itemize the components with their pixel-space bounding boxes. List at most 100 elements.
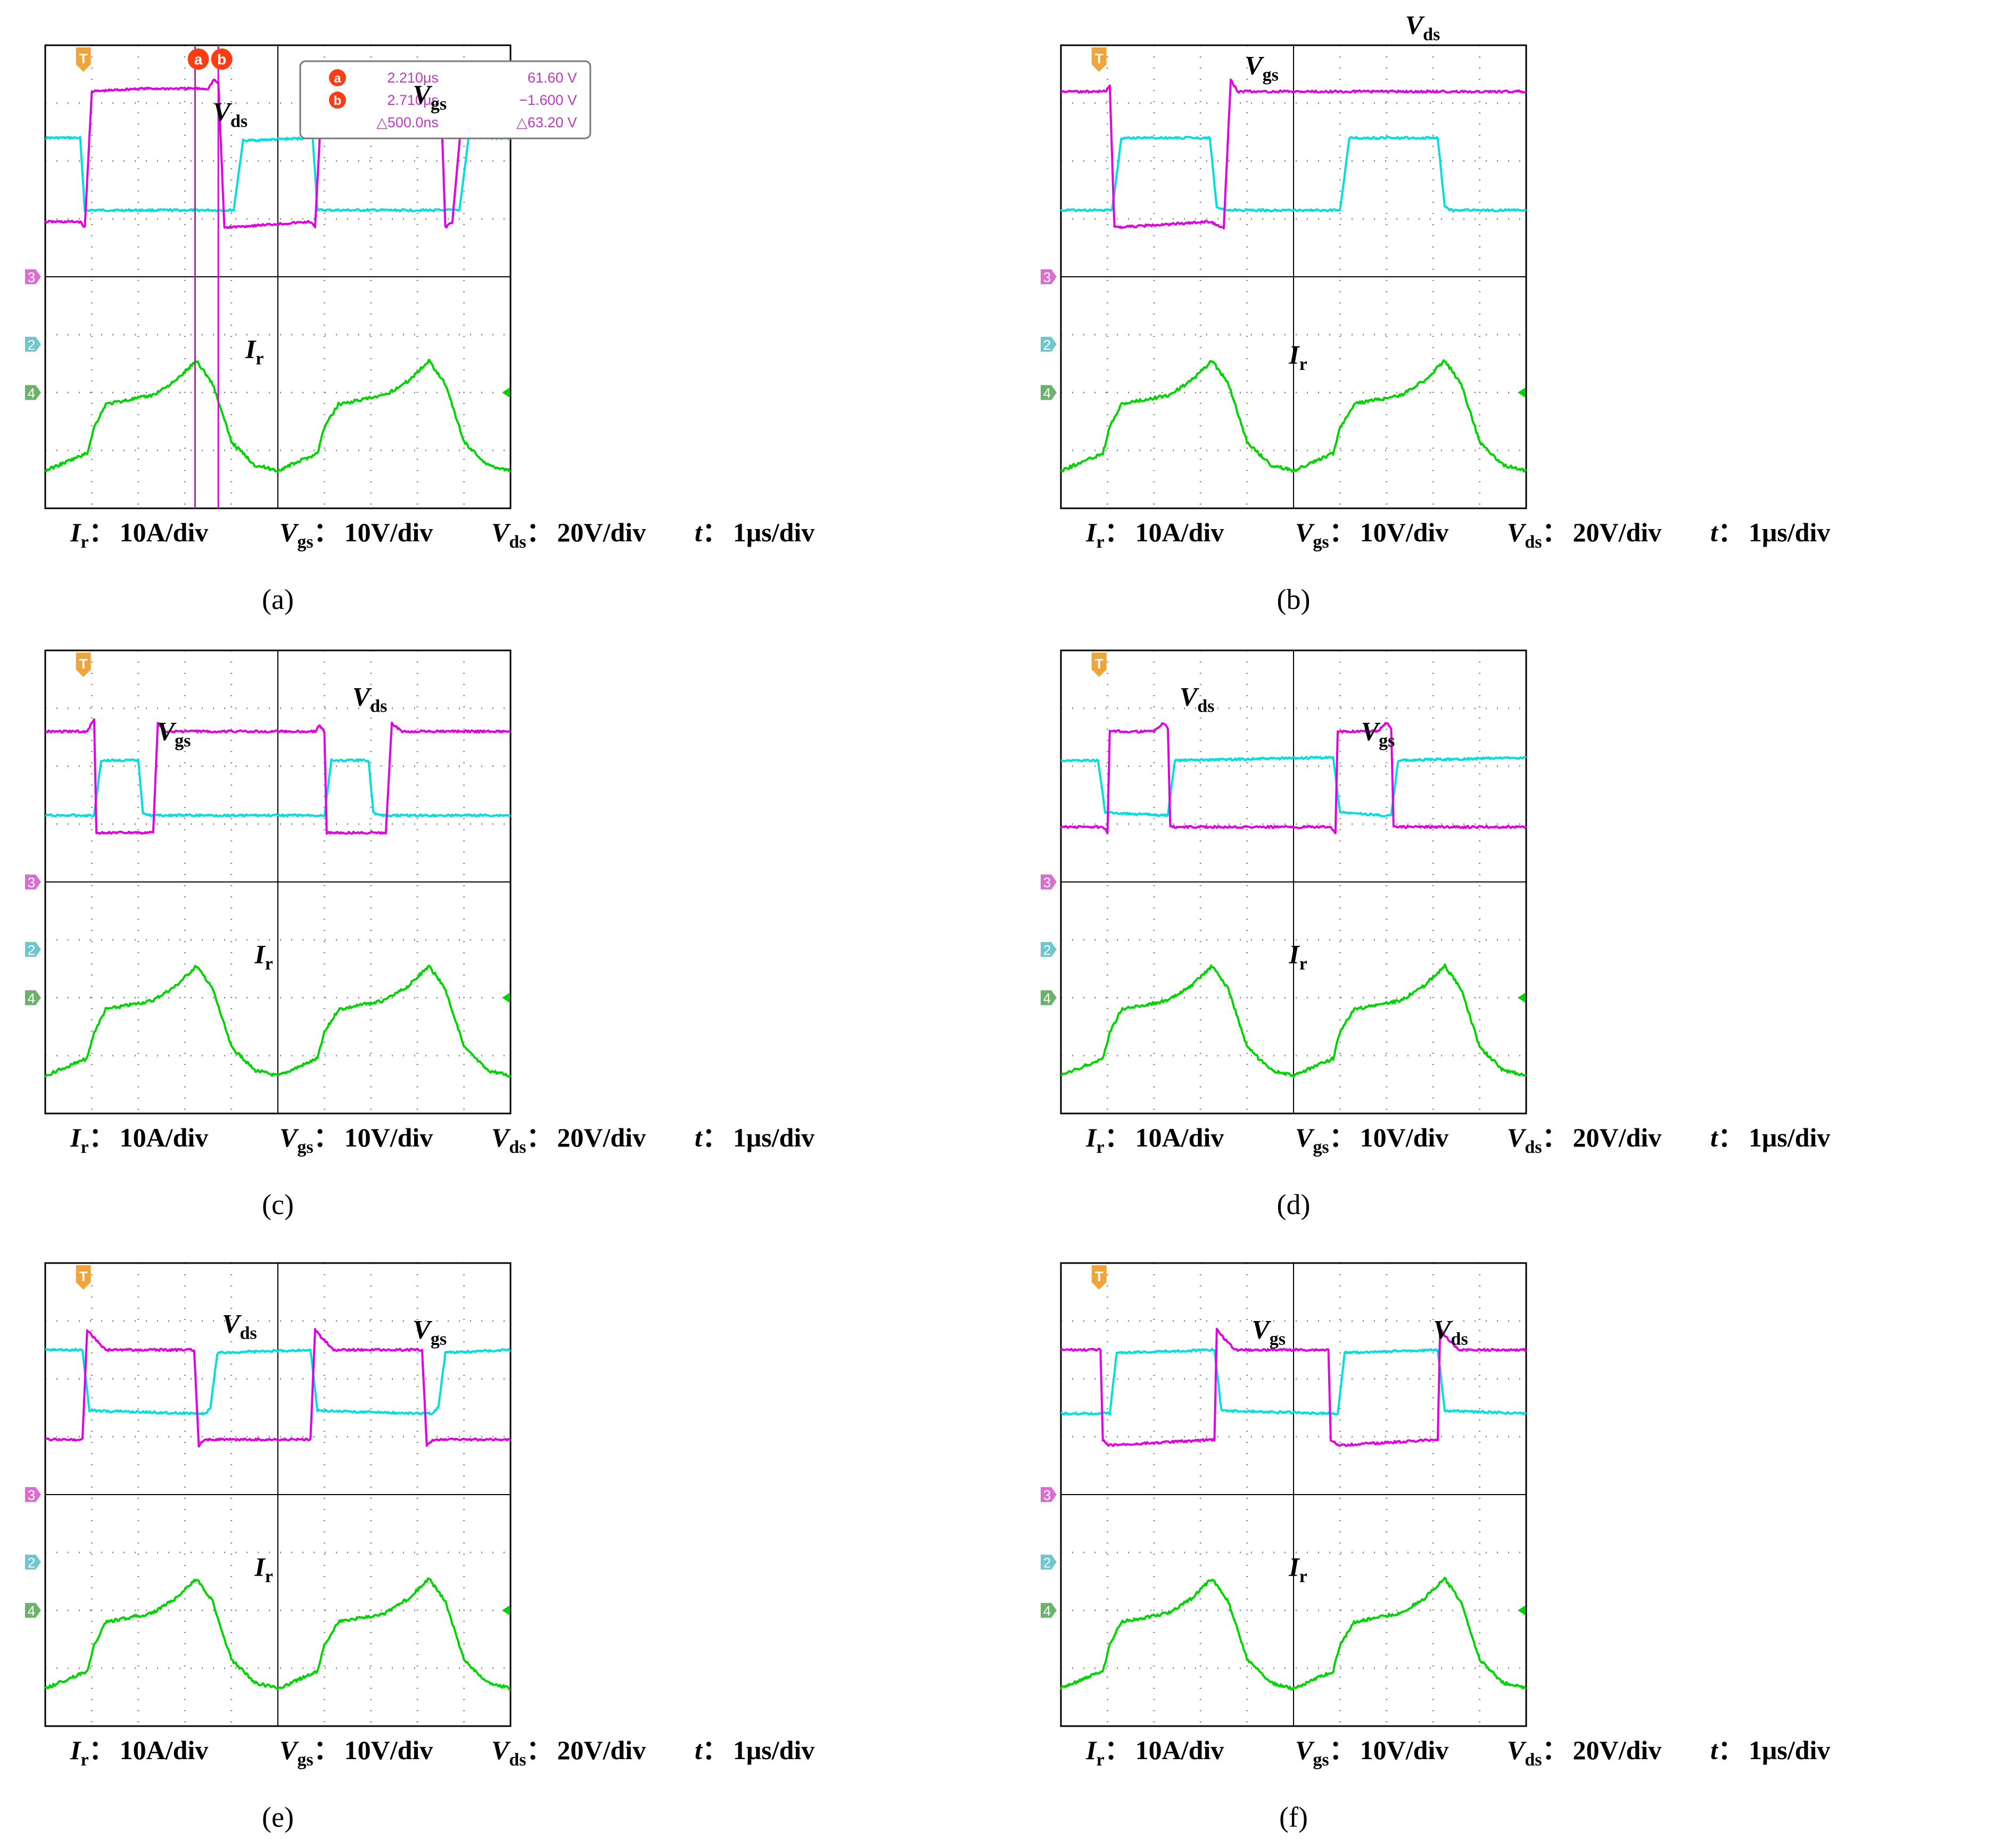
trace-label-symbol: V — [413, 79, 432, 109]
legend-vds-symbol: V — [1507, 1735, 1527, 1765]
trigger-marker: T — [76, 47, 91, 72]
channel-3-badge-text: 3 — [28, 874, 35, 890]
legend-ir: Ir： 10A/div — [1085, 1735, 1224, 1770]
legend-ir-colon: ： — [1105, 517, 1131, 547]
trigger-text: T — [1095, 1268, 1104, 1284]
legend-ir-symbol: I — [1085, 517, 1097, 547]
channel-4-badge: 4 — [1041, 990, 1057, 1006]
channel-4-badge: 4 — [1041, 385, 1057, 401]
legend-vgs-scale: 10V/div — [344, 1735, 433, 1765]
trace-label-vgs: Vgs — [413, 79, 447, 114]
channel-3-badge: 3 — [25, 1487, 41, 1503]
legend-ir-colon: ： — [89, 1735, 116, 1765]
trace-label-symbol: V — [1405, 10, 1425, 39]
cursor-marker-a[interactable] — [187, 48, 209, 70]
legend-vgs: Vgs： 10V/div — [279, 1735, 433, 1770]
trace-label-vgs: Vgs — [1361, 716, 1395, 751]
channel-4-badge: 4 — [25, 385, 41, 401]
legend-ir-symbol: I — [1085, 1735, 1097, 1765]
legend-vgs: Vgs： 10V/div — [1295, 517, 1448, 552]
readout-value: 61.60 V — [528, 70, 577, 86]
trace-label-symbol: I — [245, 334, 257, 364]
legend-vgs-symbol: V — [279, 1123, 299, 1152]
trace-label-ir: Ir — [254, 939, 273, 974]
trace-ir — [1060, 359, 1527, 473]
readout-value: △63.20 V — [516, 114, 577, 130]
legend-ir-symbol: I — [1085, 1123, 1097, 1152]
scale-legend: Ir： 10A/div Vgs： 10V/div Vds： 20V/div t： 1μs/di… — [1085, 1123, 1830, 1157]
trace-label-vds: Vds — [1405, 10, 1440, 44]
cursor-marker-b[interactable] — [211, 48, 233, 70]
channel-2-badge-shape — [1041, 336, 1057, 352]
legend-ir: Ir： 10A/div — [70, 517, 208, 552]
channel-2-badge-text: 2 — [28, 942, 35, 958]
trace-label-subscript: r — [1299, 354, 1307, 374]
legend-t-scale: 1μs/div — [733, 1735, 814, 1765]
trace-label-symbol: V — [413, 1314, 432, 1344]
legend-vds: Vds： 20V/div — [491, 1735, 646, 1770]
legend-ir-subscript: r — [80, 1137, 88, 1157]
trace-label-vds: Vds — [222, 1309, 257, 1343]
panel-label: (f) — [1279, 1801, 1308, 1833]
trace-label-symbol: I — [1288, 1552, 1300, 1581]
legend-vgs-subscript: gs — [297, 532, 313, 552]
channel-2-badge: 2 — [25, 942, 41, 958]
legend-vgs-scale: 10V/div — [1360, 1735, 1449, 1765]
trigger-marker: T — [1091, 1265, 1107, 1290]
legend-vds-subscript: ds — [509, 1750, 526, 1770]
ch4-right-marker — [502, 387, 509, 398]
trace-label-ir: Ir — [1288, 340, 1307, 374]
trace-label-vds: Vds — [1180, 681, 1215, 716]
readout-marker-marker_a — [328, 69, 346, 86]
legend-t: t： 1μs/div — [695, 517, 814, 547]
legend-t-symbol: t — [695, 1735, 703, 1765]
trigger-text: T — [1095, 656, 1104, 672]
channel-3-badge: 3 — [25, 269, 41, 285]
trace-vds — [45, 718, 511, 835]
channel-2-badge-shape — [1041, 942, 1057, 957]
panel-label: (e) — [262, 1801, 294, 1833]
channel-2-badge-shape — [1041, 1554, 1057, 1570]
trigger-marker: T — [1091, 47, 1107, 72]
legend-vds-symbol: V — [1507, 517, 1527, 547]
plot-frame — [1060, 649, 1527, 1115]
trace-label-subscript: gs — [1263, 65, 1279, 85]
panel-label: (a) — [262, 583, 294, 615]
legend-vds-scale: 20V/div — [557, 517, 646, 547]
trace-label-subscript: ds — [1451, 1329, 1468, 1349]
legend-t-symbol: t — [695, 517, 703, 547]
channel-2-badge: 2 — [1041, 336, 1057, 353]
trace-label-symbol: V — [222, 1309, 242, 1339]
legend-ir-colon: ： — [89, 1123, 116, 1152]
channel-4-badge-shape — [25, 1603, 41, 1618]
trace-label-subscript: gs — [431, 94, 447, 114]
legend-t-scale: 1μs/div — [1749, 1123, 1830, 1152]
trace-label-vgs: Vgs — [1245, 50, 1279, 85]
legend-t: t： 1μs/div — [1710, 1735, 1830, 1765]
trigger-text: T — [79, 1268, 88, 1284]
channel-2-badge: 2 — [25, 336, 41, 353]
cursor-marker-a-text: a — [194, 51, 203, 68]
legend-vds: Vds： 20V/div — [1507, 517, 1661, 552]
trace-label-symbol: V — [157, 716, 177, 746]
legend-ir-scale: 10A/div — [120, 1735, 209, 1765]
legend-vgs-subscript: gs — [1313, 532, 1329, 552]
legend-ir-scale: 10A/div — [120, 517, 209, 547]
trace-label-subscript: ds — [1423, 24, 1440, 44]
ch4-right-marker — [1518, 1605, 1525, 1615]
readout-marker-text: b — [334, 94, 342, 108]
legend-t-colon: ： — [702, 1123, 729, 1152]
legend-ir-symbol: I — [70, 517, 81, 547]
legend-t-colon: ： — [702, 517, 729, 547]
channel-2-badge-shape — [25, 1554, 41, 1570]
trace-label-subscript: r — [1299, 954, 1307, 974]
trace-vgs — [1060, 136, 1527, 212]
legend-vds-scale: 20V/div — [1573, 517, 1662, 547]
trace-label-symbol: V — [352, 681, 372, 711]
trigger-shape — [1091, 1265, 1107, 1290]
legend-t: t： 1μs/div — [1710, 1123, 1830, 1152]
